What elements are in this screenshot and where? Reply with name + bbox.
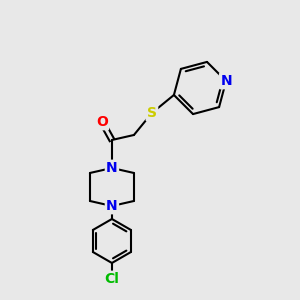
Text: N: N: [106, 161, 118, 175]
Text: S: S: [147, 106, 157, 120]
Text: N: N: [220, 74, 232, 88]
Text: O: O: [96, 115, 108, 129]
Text: Cl: Cl: [104, 272, 119, 286]
Text: N: N: [106, 199, 118, 213]
